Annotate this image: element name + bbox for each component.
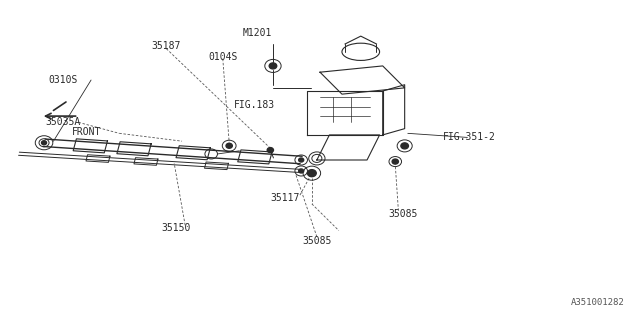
Ellipse shape [42,141,47,145]
Text: 0104S: 0104S [208,52,237,61]
Ellipse shape [401,143,408,149]
Text: FRONT: FRONT [72,127,102,137]
Ellipse shape [267,148,273,153]
Text: 35117: 35117 [271,193,300,203]
Text: 35085: 35085 [302,236,332,245]
Ellipse shape [299,158,304,162]
Ellipse shape [299,169,304,173]
Text: 35035A: 35035A [45,117,81,127]
Ellipse shape [269,63,276,69]
Text: 0310S: 0310S [48,75,77,85]
Text: 35187: 35187 [152,42,181,52]
Ellipse shape [392,159,399,164]
Text: 35150: 35150 [161,223,191,233]
Text: FIG.351-2: FIG.351-2 [443,132,496,142]
Text: 35085: 35085 [388,209,417,219]
Text: FIG.183: FIG.183 [234,100,275,110]
Ellipse shape [307,170,316,177]
Text: A351001282: A351001282 [570,298,624,308]
Text: M1201: M1201 [243,28,272,38]
Ellipse shape [226,143,232,148]
